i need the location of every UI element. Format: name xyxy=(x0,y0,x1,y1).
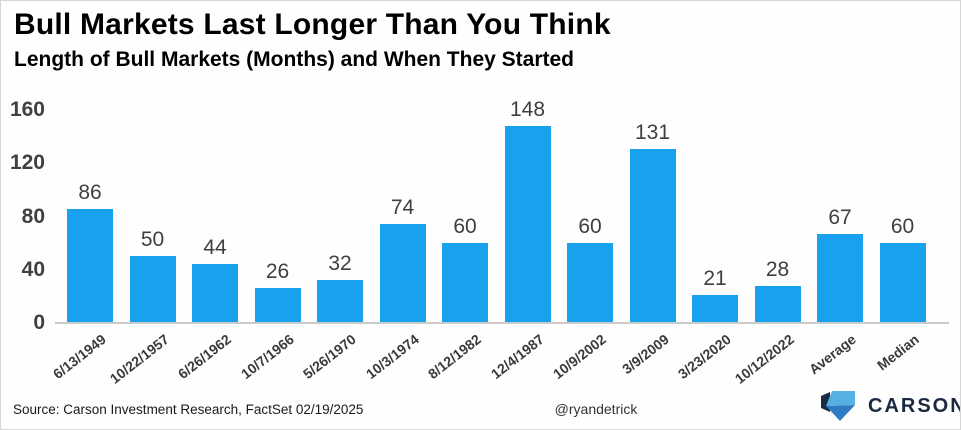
bar xyxy=(254,288,301,323)
bar xyxy=(379,224,426,323)
carson-logo: CARSON xyxy=(821,391,961,421)
chart-subtitle: Length of Bull Markets (Months) and When… xyxy=(14,48,575,71)
x-axis-baseline xyxy=(55,322,949,324)
bar-value-label: 44 xyxy=(203,236,227,260)
y-tick-label: 160 xyxy=(9,98,45,121)
bar-value-label: 28 xyxy=(765,257,790,281)
bar-value-label: 60 xyxy=(890,215,915,239)
bar-value-label: 74 xyxy=(390,196,415,220)
bar-value-label: 86 xyxy=(78,180,102,204)
bar xyxy=(442,243,488,323)
bar xyxy=(817,233,863,323)
y-tick-label: 0 xyxy=(33,311,45,334)
bar xyxy=(192,264,238,323)
logo-shape-top xyxy=(826,391,855,406)
x-tick-label: 8/12/1982 xyxy=(424,331,484,382)
source-note: Source: Carson Investment Research, Fact… xyxy=(13,402,364,417)
bar xyxy=(879,243,926,323)
author-handle: @ryandetrick xyxy=(554,401,638,417)
y-tick-label: 80 xyxy=(21,204,45,228)
bar-value-label: 148 xyxy=(509,97,546,121)
bar-value-label: 26 xyxy=(265,260,290,284)
bar xyxy=(629,148,676,323)
bar-value-label: 32 xyxy=(328,252,352,276)
bar-value-label: 21 xyxy=(703,267,727,291)
bar xyxy=(754,285,801,323)
bar-value-label: 50 xyxy=(140,228,165,252)
chart-title: Bull Markets Last Longer Than You Think xyxy=(14,8,611,41)
bar xyxy=(692,295,738,323)
carson-wordmark: CARSON xyxy=(868,394,961,417)
y-tick-label: 40 xyxy=(21,257,45,281)
bar xyxy=(67,208,113,323)
bar xyxy=(504,125,551,323)
bar-value-label: 60 xyxy=(453,215,477,239)
bar-value-label: 67 xyxy=(828,205,852,229)
bar xyxy=(317,280,363,323)
bar xyxy=(567,243,613,323)
y-tick-label: 120 xyxy=(9,151,45,175)
bar xyxy=(129,256,176,323)
bar-value-label: 60 xyxy=(578,215,602,239)
bar-value-label: 131 xyxy=(634,120,671,144)
logo-shape-bottom xyxy=(826,405,855,421)
x-tick-label: 10/12/2022 xyxy=(731,331,797,387)
carson-logo-icon xyxy=(821,391,855,421)
